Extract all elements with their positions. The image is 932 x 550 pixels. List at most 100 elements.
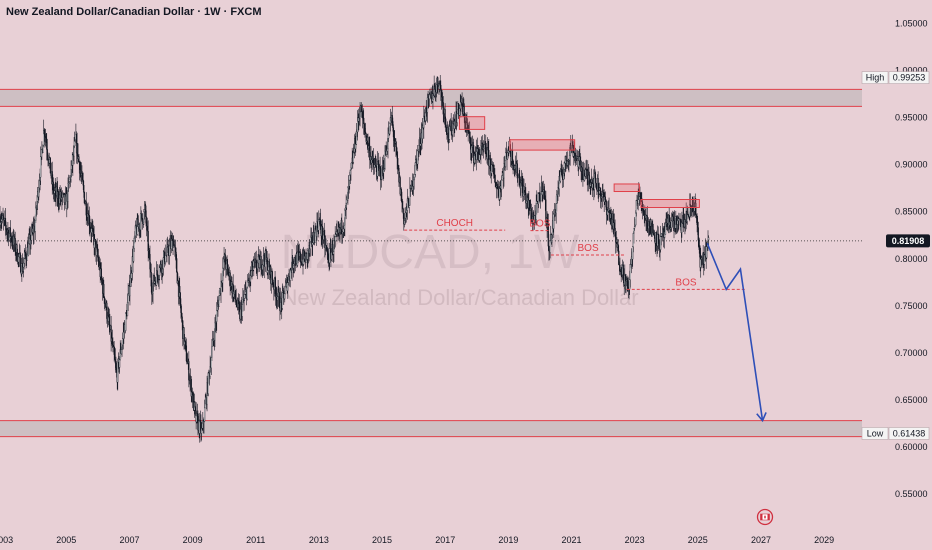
candle-body bbox=[399, 177, 401, 195]
candle-body bbox=[194, 401, 196, 408]
candle-body bbox=[541, 182, 543, 195]
candle-body bbox=[422, 125, 424, 139]
candle-body bbox=[428, 94, 430, 99]
y-tick-label: 0.60000 bbox=[895, 442, 928, 452]
y-axis: 1.05000 1.00000 0.95000 0.90000 0.85000 0.800… bbox=[895, 19, 928, 500]
candle-body bbox=[42, 144, 44, 153]
candle-body bbox=[503, 163, 505, 179]
candle-body bbox=[595, 177, 597, 184]
high-label-box bbox=[861, 71, 889, 84]
candle-body bbox=[106, 302, 108, 319]
x-tick-label: 2029 bbox=[814, 535, 834, 545]
candle-body bbox=[156, 270, 158, 276]
candle-body bbox=[127, 293, 129, 303]
candle-body bbox=[280, 297, 282, 303]
y-tick-label: 0.85000 bbox=[895, 207, 928, 217]
candle-body bbox=[23, 262, 25, 268]
candle-body bbox=[414, 162, 416, 175]
candle-body bbox=[553, 213, 555, 229]
candle-body bbox=[163, 251, 166, 264]
supply-box bbox=[613, 183, 640, 193]
candle-body bbox=[218, 295, 220, 307]
candle-body bbox=[646, 215, 648, 227]
candle-body bbox=[173, 240, 175, 246]
high-value-box bbox=[888, 71, 930, 84]
candle-body bbox=[355, 131, 358, 145]
candle-body bbox=[321, 225, 324, 240]
candle-body bbox=[448, 125, 450, 140]
candle-body bbox=[545, 199, 547, 220]
candle-body bbox=[73, 145, 75, 157]
x-tick-label: 2003 bbox=[0, 535, 13, 545]
candle-body bbox=[500, 179, 503, 190]
candle-body bbox=[149, 254, 151, 270]
candle-body bbox=[460, 102, 462, 110]
y-tick-label: 1.00000 bbox=[895, 66, 928, 76]
candle-body bbox=[387, 137, 389, 149]
candle-body bbox=[9, 227, 11, 239]
high-label: High bbox=[866, 73, 885, 83]
candle-body bbox=[14, 238, 16, 252]
candle-body bbox=[329, 248, 331, 263]
candle-body bbox=[47, 154, 49, 160]
y-tick-label: 0.75000 bbox=[895, 301, 928, 311]
candle-body bbox=[669, 221, 671, 230]
candle-body bbox=[488, 149, 490, 167]
candle-body bbox=[540, 191, 542, 202]
candle-body bbox=[153, 275, 155, 284]
candle-body bbox=[67, 183, 69, 202]
candle-body bbox=[581, 167, 583, 175]
candle-body bbox=[281, 292, 283, 309]
candle-body bbox=[318, 219, 320, 231]
candle-body bbox=[681, 222, 683, 233]
candles bbox=[0, 75, 710, 443]
current-price-tag: 0.81908 bbox=[886, 234, 930, 248]
candle-body bbox=[456, 113, 458, 123]
candle-body bbox=[141, 213, 143, 219]
candle-body bbox=[633, 226, 636, 229]
canada-flag-icon[interactable] bbox=[756, 508, 774, 526]
x-tick-label: 2019 bbox=[498, 535, 518, 545]
candle-body bbox=[547, 224, 549, 247]
candle-body bbox=[490, 158, 492, 172]
candle-body bbox=[350, 162, 353, 169]
x-tick-label: 2009 bbox=[183, 535, 203, 545]
candle-body bbox=[525, 192, 527, 204]
candle-body bbox=[260, 256, 262, 270]
x-tick-label: 2007 bbox=[119, 535, 139, 545]
candle-body bbox=[78, 156, 80, 163]
candle-body bbox=[655, 232, 657, 247]
candle-body bbox=[463, 112, 466, 123]
candle-body bbox=[185, 345, 188, 362]
candle-body bbox=[257, 256, 259, 264]
x-tick-label: 2023 bbox=[625, 535, 645, 545]
candle-body bbox=[469, 138, 472, 150]
candle-body bbox=[679, 218, 681, 220]
candle-body bbox=[619, 264, 621, 272]
candle-body bbox=[119, 359, 121, 368]
x-tick-label: 2005 bbox=[56, 535, 76, 545]
candle-body bbox=[706, 246, 708, 258]
x-tick-label: 2015 bbox=[372, 535, 392, 545]
candle-body bbox=[309, 241, 311, 249]
supply-box bbox=[458, 116, 486, 130]
candle-body bbox=[440, 85, 442, 91]
x-tick-label: 2017 bbox=[435, 535, 455, 545]
candle-body bbox=[708, 237, 710, 241]
structure-label: BOS bbox=[529, 219, 550, 230]
candle-body bbox=[604, 196, 606, 201]
candle-body bbox=[150, 272, 152, 287]
low-label-box bbox=[861, 427, 889, 440]
candle-body bbox=[423, 115, 425, 129]
candle-body bbox=[364, 131, 367, 134]
structure-label: BOS bbox=[578, 243, 599, 254]
candle-body bbox=[203, 421, 205, 424]
candle-body bbox=[359, 111, 361, 119]
candle-body bbox=[559, 171, 562, 182]
candle-body bbox=[401, 201, 404, 209]
supply-box bbox=[509, 139, 576, 151]
candle-body bbox=[562, 173, 565, 180]
x-axis: 2003 2005 2007 2009 2011 2013 2015 2017 2019 2021… bbox=[0, 535, 834, 545]
candle-body bbox=[516, 163, 518, 179]
candle-body bbox=[316, 221, 319, 229]
